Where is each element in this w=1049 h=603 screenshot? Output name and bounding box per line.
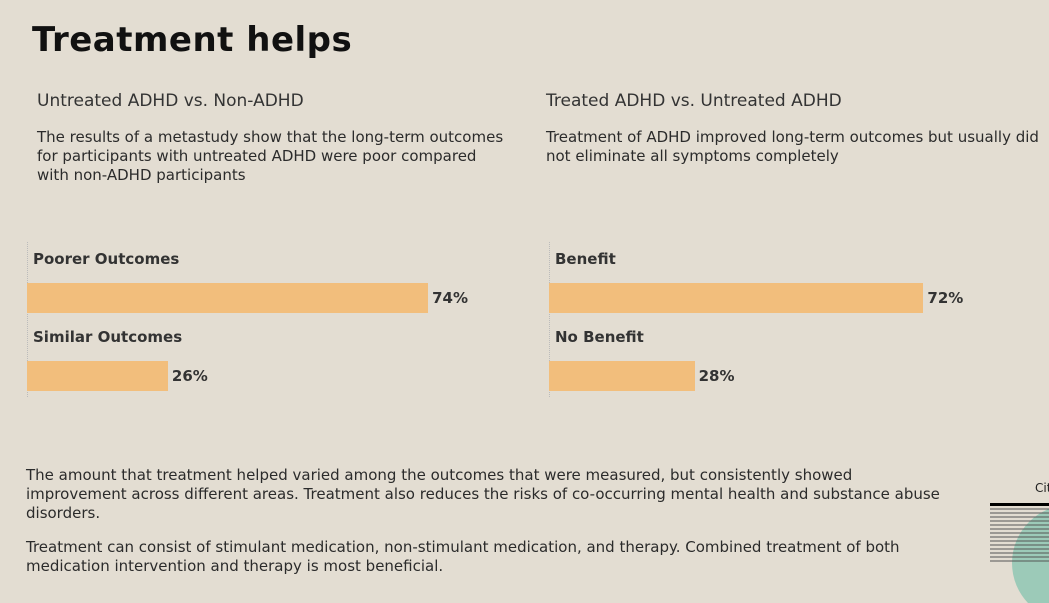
citation-label[interactable]: Cit [1035, 481, 1049, 495]
page-title: Treatment helps [32, 20, 353, 60]
chart-2-title: Treated ADHD vs. Untreated ADHD [546, 91, 842, 111]
bar [549, 283, 924, 313]
category-label: No Benefit [555, 328, 644, 346]
chart-1-title: Untreated ADHD vs. Non-ADHD [37, 91, 304, 111]
category-label: Benefit [555, 250, 616, 268]
data-label: 72% [927, 289, 964, 307]
chart-treated-vs-untreated: Benefit 72% No Benefit 28% [549, 242, 1049, 397]
decorative-lines-circle [990, 503, 1049, 603]
chart-2-subtitle: Treatment of ADHD improved long-term out… [546, 128, 1039, 165]
paragraph-2: Treatment can consist of stimulant medic… [26, 538, 900, 575]
data-label: 74% [432, 289, 468, 307]
chart-untreated-vs-non-adhd: Poorer Outcomes 74% Similar Outcomes 26% [27, 242, 569, 397]
category-label: Poorer Outcomes [33, 250, 180, 268]
bar [27, 361, 168, 391]
paragraph-1: The amount that treatment helped varied … [26, 466, 940, 522]
category-label: Similar Outcomes [33, 328, 183, 346]
chart-axis [549, 242, 550, 397]
data-label: 28% [698, 367, 735, 385]
bar [27, 283, 429, 313]
data-label: 26% [171, 367, 208, 385]
chart-1-subtitle: The results of a metastudy show that the… [37, 128, 504, 184]
bar [549, 361, 695, 391]
decorative-line [990, 503, 1049, 506]
decorative-circle [1012, 508, 1049, 603]
chart-axis [27, 242, 28, 397]
